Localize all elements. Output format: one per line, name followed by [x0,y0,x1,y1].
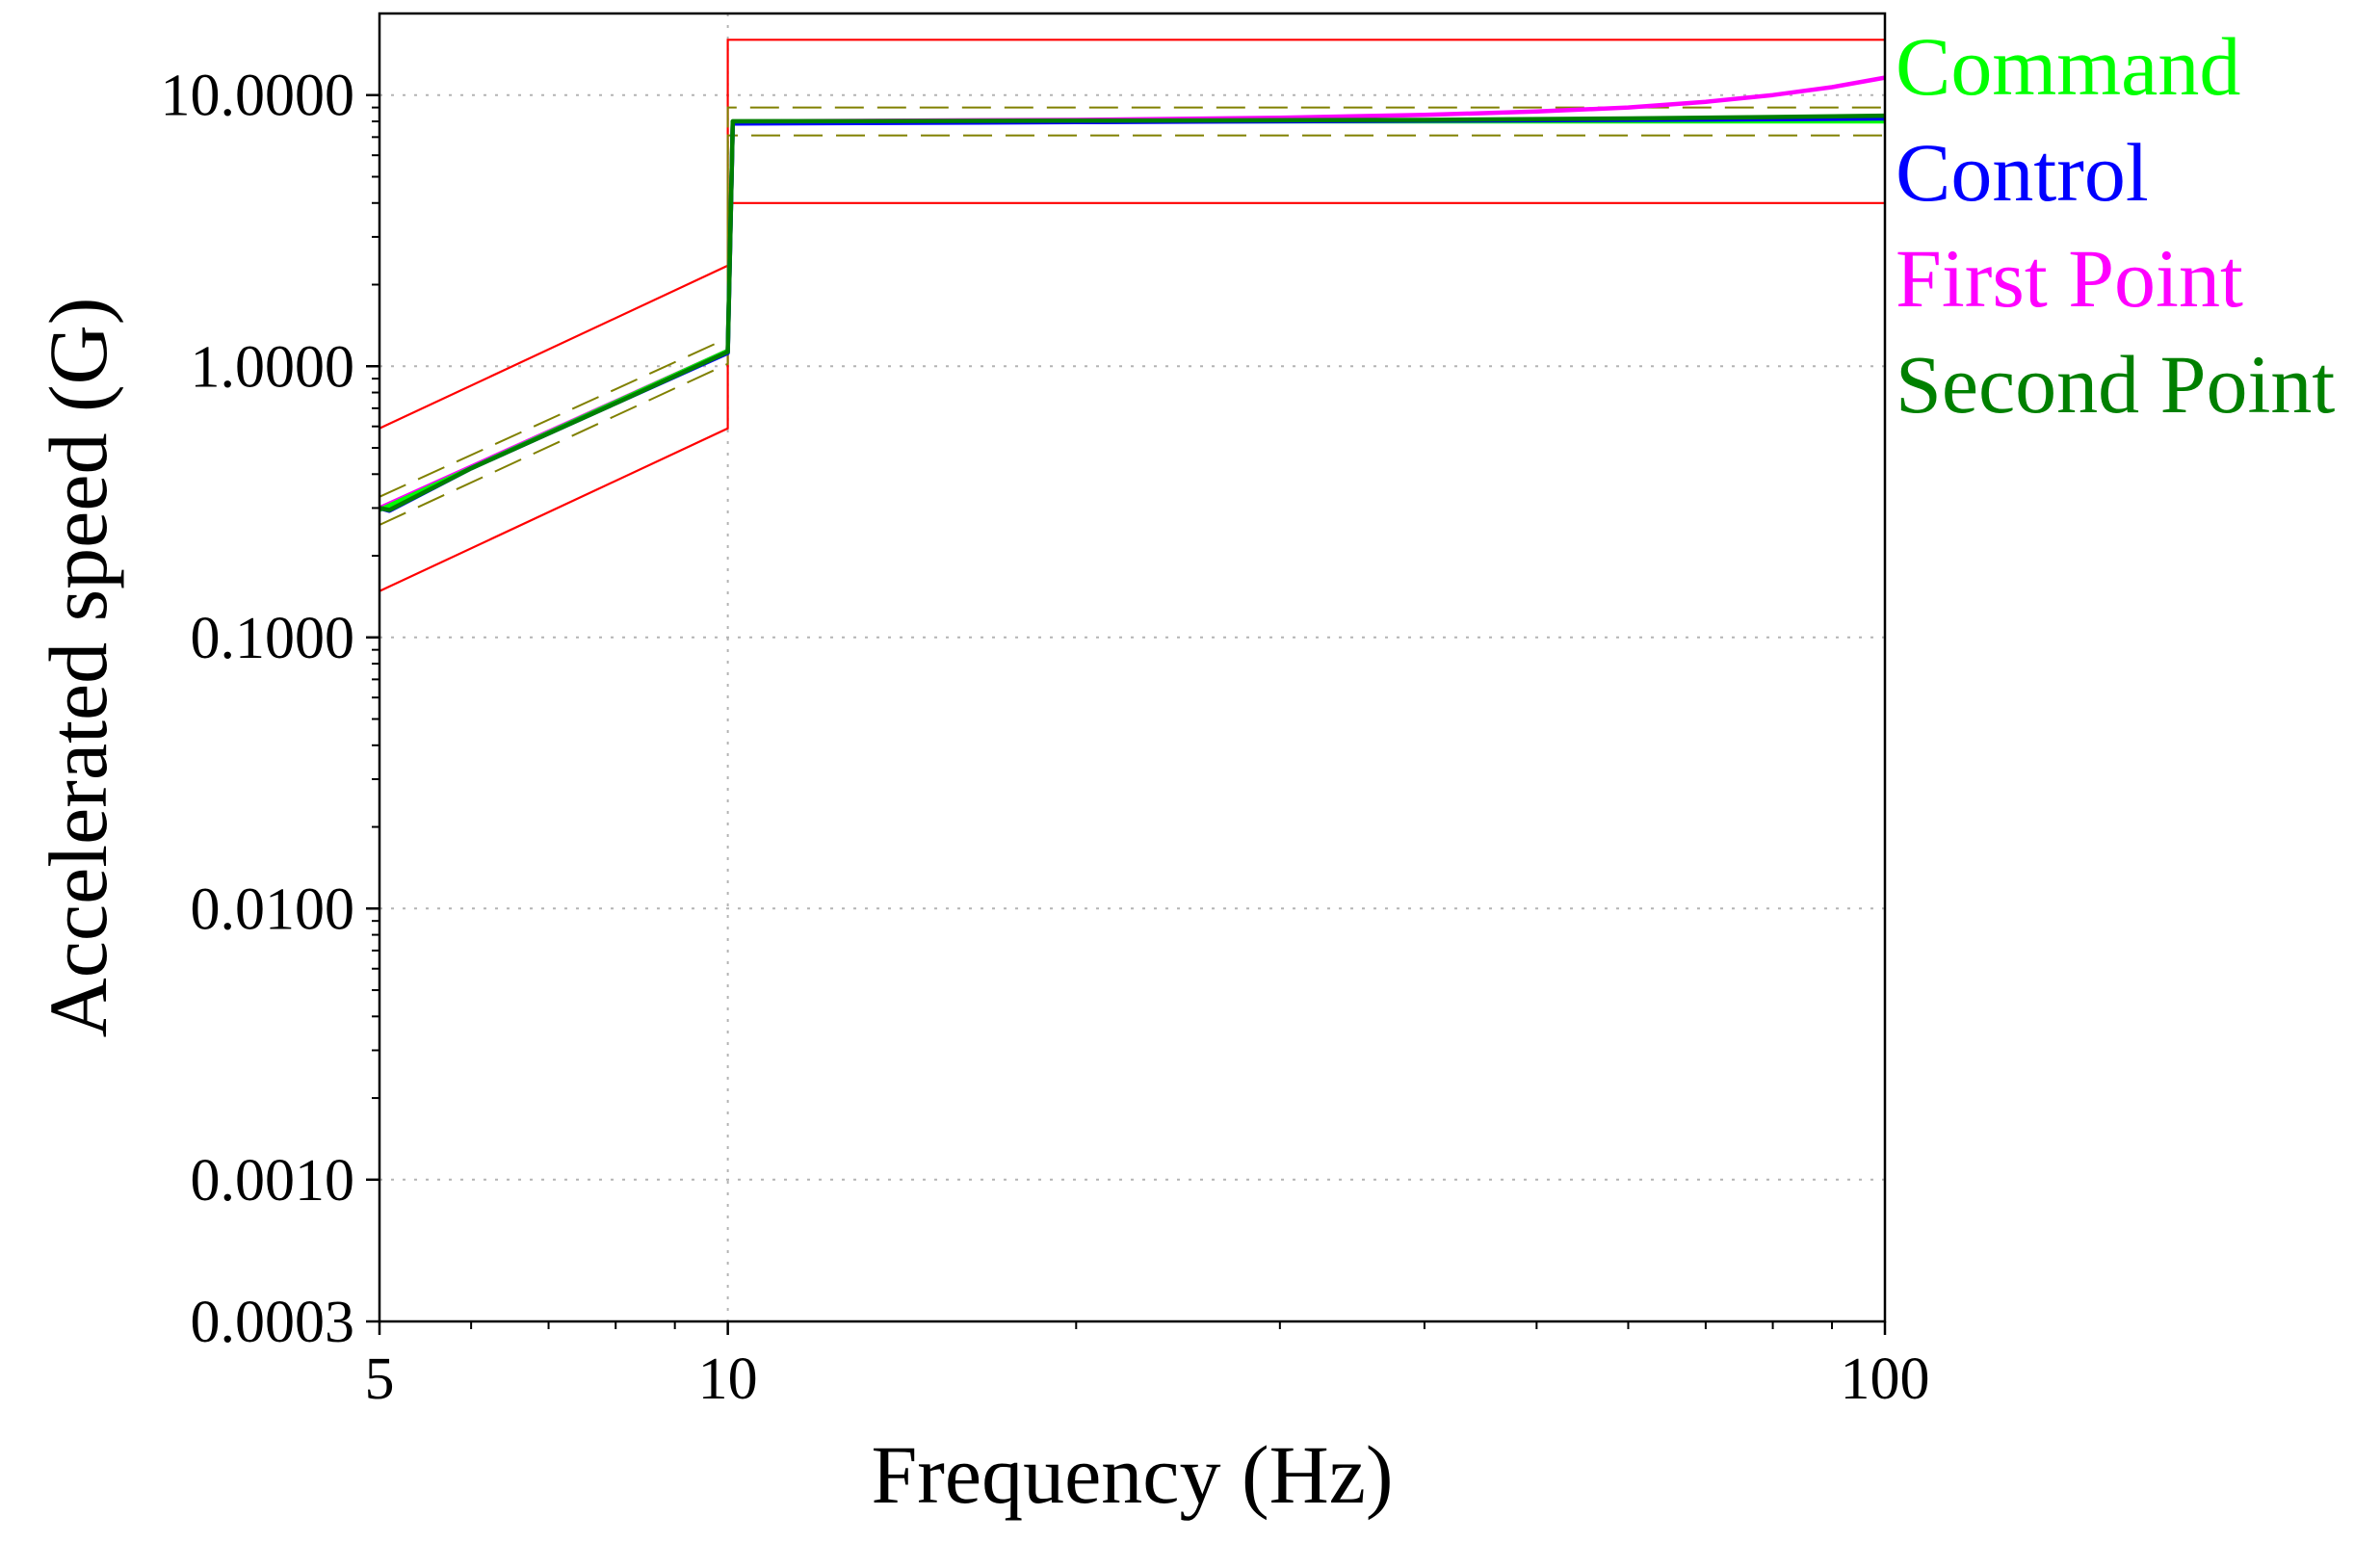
y-tick-label: 0.0010 [191,1148,355,1214]
series-second-point-line [379,113,1886,512]
y-tick-label: 0.0003 [191,1290,355,1355]
x-tick-label: 100 [1841,1346,1930,1412]
alarm-limit-line [379,106,1885,498]
series-first-point-line [379,75,1886,510]
series-control-line [379,116,1886,513]
alarm-limit-line [379,134,1885,526]
x-tick-label: 5 [365,1346,395,1412]
y-tick-label: 10.0000 [161,64,355,129]
abort-limit-line [379,39,1885,430]
legend-entry-control: Control [1896,126,2149,219]
legend-entry-command: Command [1896,20,2240,113]
y-tick-label: 1.0000 [191,334,355,400]
x-tick-label: 10 [698,1346,758,1412]
abort-limit-line [379,201,1885,592]
y-tick-label: 0.1000 [191,606,355,671]
y-axis-title: Accelerated speed (G) [32,298,124,1038]
plot-area-frame [378,12,1887,1323]
legend: Command Control First Point Second Point [1896,20,2335,431]
y-tick-label: 0.0100 [191,876,355,942]
x-axis-title: Frequency (Hz) [871,1428,1393,1521]
data-series [379,75,1886,513]
legend-entry-first-point: First Point [1896,232,2243,325]
grid-lines [379,13,1885,1321]
series-command-line [379,118,1885,512]
legend-entry-second-point: Second Point [1896,338,2335,431]
